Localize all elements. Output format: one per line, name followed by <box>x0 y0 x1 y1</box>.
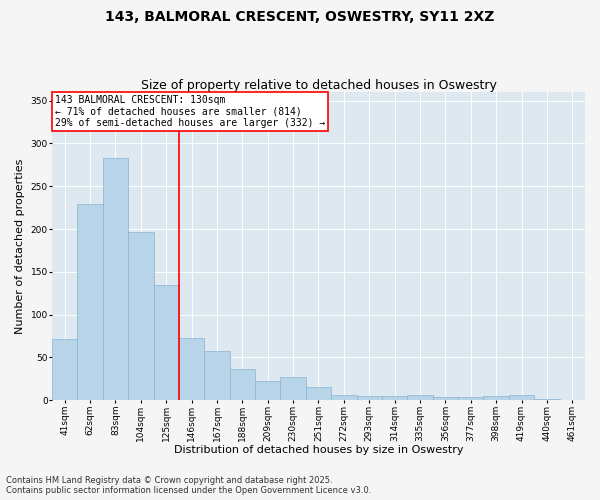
Y-axis label: Number of detached properties: Number of detached properties <box>15 158 25 334</box>
Bar <box>534 398 560 400</box>
Title: Size of property relative to detached houses in Oswestry: Size of property relative to detached ho… <box>140 79 496 92</box>
Bar <box>128 232 154 400</box>
Bar <box>433 397 458 400</box>
X-axis label: Distribution of detached houses by size in Oswestry: Distribution of detached houses by size … <box>174 445 463 455</box>
Bar <box>154 284 179 401</box>
Bar <box>331 395 356 400</box>
Text: Contains HM Land Registry data © Crown copyright and database right 2025.
Contai: Contains HM Land Registry data © Crown c… <box>6 476 371 495</box>
Text: 143 BALMORAL CRESCENT: 130sqm
← 71% of detached houses are smaller (814)
29% of : 143 BALMORAL CRESCENT: 130sqm ← 71% of d… <box>55 95 325 128</box>
Bar <box>280 377 306 400</box>
Bar <box>179 338 204 400</box>
Bar <box>382 396 407 400</box>
Bar <box>77 204 103 400</box>
Bar <box>103 158 128 400</box>
Text: 143, BALMORAL CRESCENT, OSWESTRY, SY11 2XZ: 143, BALMORAL CRESCENT, OSWESTRY, SY11 2… <box>106 10 494 24</box>
Bar <box>255 382 280 400</box>
Bar <box>484 396 509 400</box>
Bar <box>52 340 77 400</box>
Bar <box>509 395 534 400</box>
Bar <box>356 396 382 400</box>
Bar <box>458 397 484 400</box>
Bar <box>407 395 433 400</box>
Bar <box>306 388 331 400</box>
Bar <box>230 370 255 400</box>
Bar <box>204 352 230 401</box>
